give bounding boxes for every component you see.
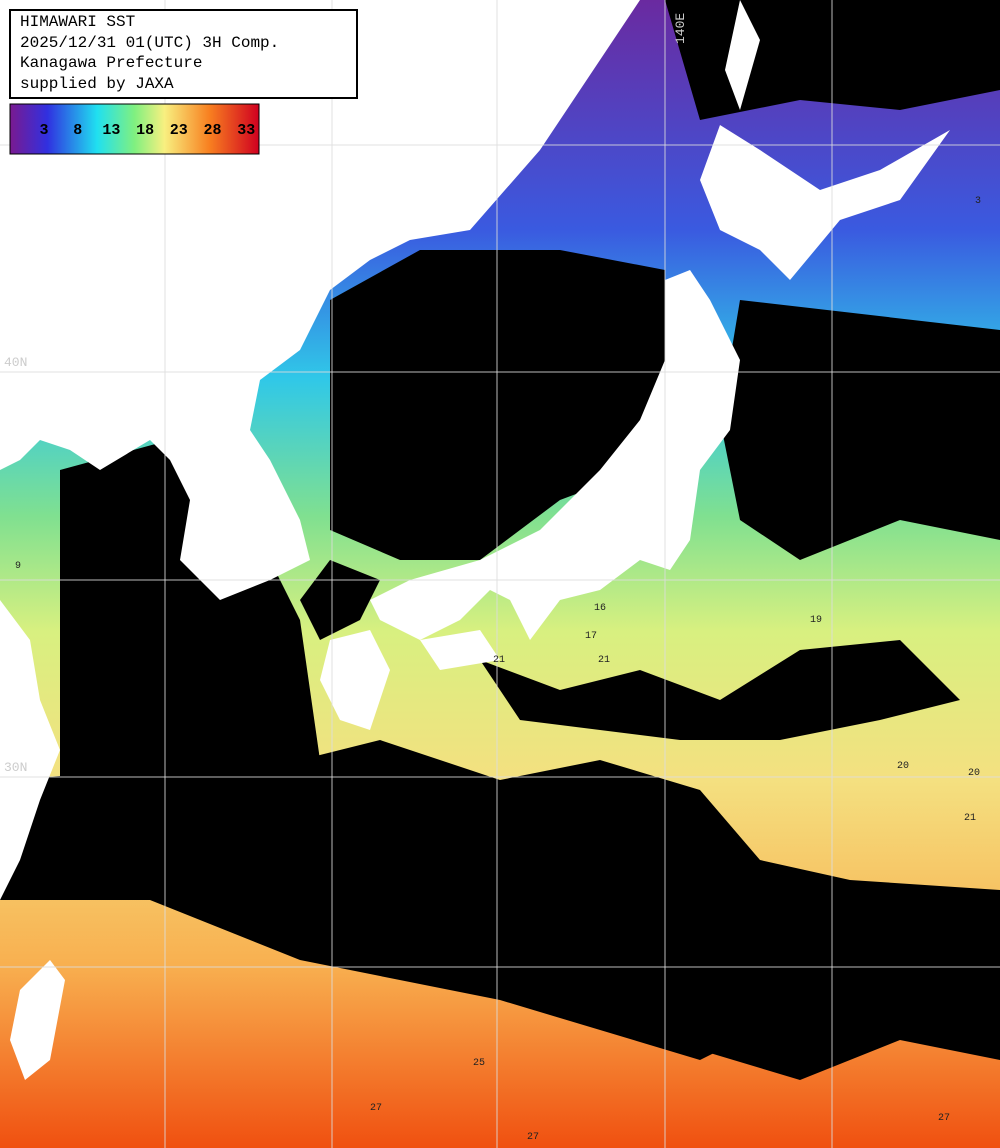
colorbar-tick-label: 23 <box>170 122 188 139</box>
colorbar-tick-label: 33 <box>237 122 255 139</box>
contour-label: 20 <box>968 768 980 779</box>
contour-label: 25 <box>473 1058 485 1069</box>
colorbar <box>9 103 260 155</box>
colorbar-tick-label: 8 <box>73 122 82 139</box>
header-line: HIMAWARI SST <box>20 13 135 31</box>
contour-label: 3 <box>975 196 981 207</box>
colorbar-tick-label: 28 <box>203 122 221 139</box>
contour-label: 9 <box>15 561 21 572</box>
contour-label: 20 <box>897 761 909 772</box>
header-line: supplied by JAXA <box>20 75 174 93</box>
colorbar-tick-label: 3 <box>39 122 48 139</box>
colorbar-tick-label: 13 <box>102 122 120 139</box>
colorbar-ticks: 3 8 13 18 23 28 33 <box>39 122 255 139</box>
contour-label: 17 <box>585 631 597 642</box>
header-line: 2025/12/31 01(UTC) 3H Comp. <box>20 34 279 52</box>
lon-label: 140E <box>673 13 688 44</box>
contour-label: 21 <box>964 813 976 824</box>
header-box <box>9 9 358 99</box>
contour-label: 27 <box>527 1132 539 1143</box>
header-line: Kanagawa Prefecture <box>20 54 202 72</box>
contour-label: 27 <box>370 1103 382 1114</box>
contour-label: 21 <box>598 655 610 666</box>
lat-label: 30N <box>4 760 27 775</box>
contour-label: 16 <box>594 603 606 614</box>
contour-label: 21 <box>493 655 505 666</box>
contour-labels: 16 17 21 21 19 20 20 21 3 9 25 27 27 27 <box>15 196 981 1143</box>
contour-label: 19 <box>810 615 822 626</box>
lat-label: 40N <box>4 355 27 370</box>
contour-label: 27 <box>938 1113 950 1124</box>
colorbar-tick-label: 18 <box>136 122 154 139</box>
